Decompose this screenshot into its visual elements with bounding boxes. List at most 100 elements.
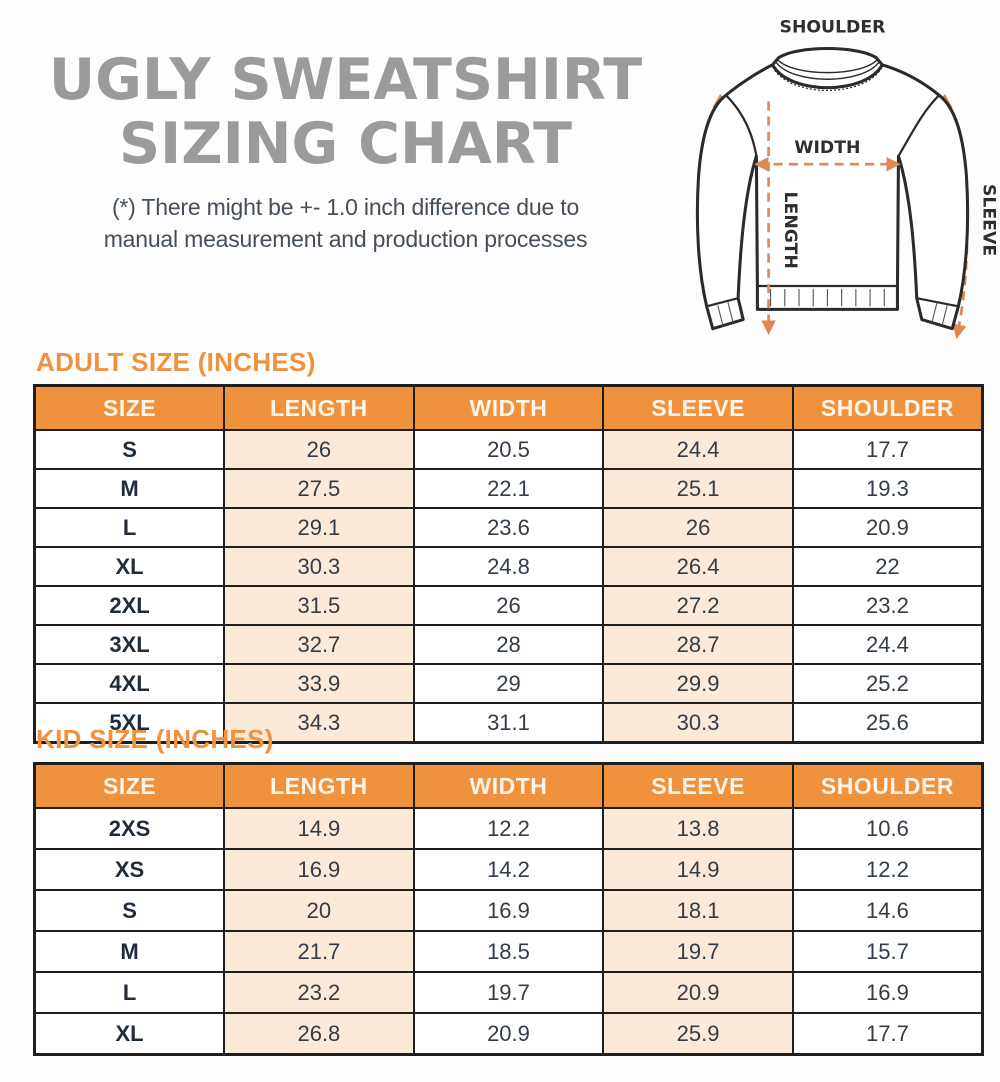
armhole-seam-right <box>897 94 940 157</box>
width-cell: 24.8 <box>412 546 605 587</box>
shoulder-cell: 15.7 <box>791 930 984 973</box>
length-cell: 23.2 <box>223 971 415 1014</box>
shoulder-cell: 25.2 <box>791 663 984 704</box>
diagram-labels: SHOULDER WIDTH LENGTH SLEEVE <box>780 17 999 269</box>
size-cell: 5XL <box>33 702 226 744</box>
width-cell: 23.6 <box>412 507 605 548</box>
adult-col-length: LENGTH <box>223 384 415 431</box>
kid-col-shoulder: SHOULDER <box>791 762 984 809</box>
shoulder-cell: 19.3 <box>791 468 984 509</box>
disclaimer-text: (*) There might be +- 1.0 inch differenc… <box>18 191 673 255</box>
size-cell: XS <box>33 848 226 891</box>
kid-table-header: SIZE LENGTH WIDTH SLEEVE SHOULDER <box>33 762 984 809</box>
kid-col-size: SIZE <box>33 762 226 809</box>
size-cell: M <box>33 930 226 973</box>
shoulder-cell: 20.9 <box>791 507 984 548</box>
length-cell: 26.8 <box>223 1012 415 1056</box>
adult-section-heading: ADULT SIZE (INCHES) <box>36 347 316 377</box>
kid-table-body: 2XS 14.9 12.2 13.8 10.6 XS 16.9 14.2 14.9 12.2 S 20… <box>33 807 984 1056</box>
length-cell: 14.9 <box>223 807 415 850</box>
width-label: WIDTH <box>794 138 860 158</box>
length-cell: 16.9 <box>223 848 415 891</box>
table-row: 2XS 14.9 12.2 13.8 10.6 <box>33 807 984 850</box>
table-row: 5XL 34.3 31.1 30.3 25.6 <box>33 702 984 744</box>
length-cell: 33.9 <box>223 663 415 704</box>
sleeve-cell: 18.1 <box>602 889 794 932</box>
adult-table-header: SIZE LENGTH WIDTH SLEEVE SHOULDER <box>33 384 984 431</box>
width-cell: 26 <box>412 585 605 626</box>
kid-size-table: SIZE LENGTH WIDTH SLEEVE SHOULDER 2XS 14.… <box>33 762 984 1056</box>
width-cell: 12.2 <box>412 807 605 850</box>
size-cell: XL <box>33 1012 226 1056</box>
shoulder-cell: 17.7 <box>791 429 984 470</box>
sleeve-cell: 19.7 <box>602 930 794 973</box>
sleeve-cell: 26 <box>602 507 794 548</box>
size-cell: L <box>33 507 226 548</box>
sleeve-cell: 26.4 <box>602 546 794 587</box>
sweatshirt-details <box>706 59 959 326</box>
cuff-seam-left <box>706 297 739 308</box>
length-cell: 21.7 <box>223 930 415 973</box>
width-cell: 19.7 <box>412 971 605 1014</box>
length-cell: 34.3 <box>223 702 415 744</box>
shoulder-cell: 25.6 <box>791 702 984 744</box>
adult-table-body: S 26 20.5 24.4 17.7 M 27.5 22.1 25.1 19.3 L 29.1 23.… <box>33 429 984 744</box>
size-cell: S <box>33 429 226 470</box>
sleeve-label: SLEEVE <box>979 184 999 256</box>
size-cell: 3XL <box>33 624 226 665</box>
width-cell: 22.1 <box>412 468 605 509</box>
sleeve-cell: 24.4 <box>602 429 794 470</box>
table-row: M 21.7 18.5 19.7 15.7 <box>33 930 984 973</box>
width-cell: 20.9 <box>412 1012 605 1056</box>
adult-col-width: WIDTH <box>412 384 605 431</box>
length-cell: 30.3 <box>223 546 415 587</box>
table-row: L 23.2 19.7 20.9 16.9 <box>33 971 984 1014</box>
width-cell: 29 <box>412 663 605 704</box>
shoulder-cell: 22 <box>791 546 984 587</box>
adult-col-sleeve: SLEEVE <box>602 384 794 431</box>
size-cell: S <box>33 889 226 932</box>
shoulder-cell: 12.2 <box>791 848 984 891</box>
adult-col-size: SIZE <box>33 384 226 431</box>
sleeve-cell: 27.2 <box>602 585 794 626</box>
table-row: 3XL 32.7 28 28.7 24.4 <box>33 624 984 665</box>
sleeve-cell: 29.9 <box>602 663 794 704</box>
length-cell: 29.1 <box>223 507 415 548</box>
length-cell: 31.5 <box>223 585 415 626</box>
table-row: M 27.5 22.1 25.1 19.3 <box>33 468 984 509</box>
length-cell: 32.7 <box>223 624 415 665</box>
size-cell: L <box>33 971 226 1014</box>
disclaimer-line1: (*) There might be +- 1.0 inch differenc… <box>111 193 580 220</box>
shoulder-cell: 24.4 <box>791 624 984 665</box>
shoulder-cell: 10.6 <box>791 807 984 850</box>
shoulder-cell: 14.6 <box>791 889 984 932</box>
kid-col-sleeve: SLEEVE <box>602 762 794 809</box>
sleeve-cell: 14.9 <box>602 848 794 891</box>
disclaimer-line2: manual measurement and production proces… <box>103 226 588 252</box>
adult-size-table: SIZE LENGTH WIDTH SLEEVE SHOULDER S 26 20.… <box>33 384 984 744</box>
sleeve-cell: 13.8 <box>602 807 794 850</box>
table-row: XS 16.9 14.2 14.9 12.2 <box>33 848 984 891</box>
table-row: S 26 20.5 24.4 17.7 <box>33 429 984 470</box>
sweatshirt-outline <box>695 47 970 331</box>
sleeve-cell: 25.1 <box>602 468 794 509</box>
width-cell: 28 <box>412 624 605 665</box>
kid-col-width: WIDTH <box>412 762 605 809</box>
shoulder-cell: 16.9 <box>791 971 984 1014</box>
table-row: 2XL 31.5 26 27.2 23.2 <box>33 585 984 626</box>
collar-rib-1 <box>775 61 880 80</box>
collar-stitch <box>772 66 883 91</box>
hem-rib-lines <box>717 289 948 326</box>
collar-outer <box>771 63 884 89</box>
adult-col-shoulder: SHOULDER <box>791 384 984 431</box>
sleeve-cell: 25.9 <box>602 1012 794 1056</box>
width-cell: 16.9 <box>412 889 605 932</box>
size-cell: 2XL <box>33 585 226 626</box>
length-cell: 27.5 <box>223 468 415 509</box>
size-cell: 4XL <box>33 663 226 704</box>
sweatshirt-measurement-diagram: SHOULDER WIDTH LENGTH SLEEVE <box>665 12 1000 352</box>
width-cell: 18.5 <box>412 930 605 973</box>
shoulder-label: SHOULDER <box>780 17 886 37</box>
armhole-seam-left <box>725 94 758 157</box>
